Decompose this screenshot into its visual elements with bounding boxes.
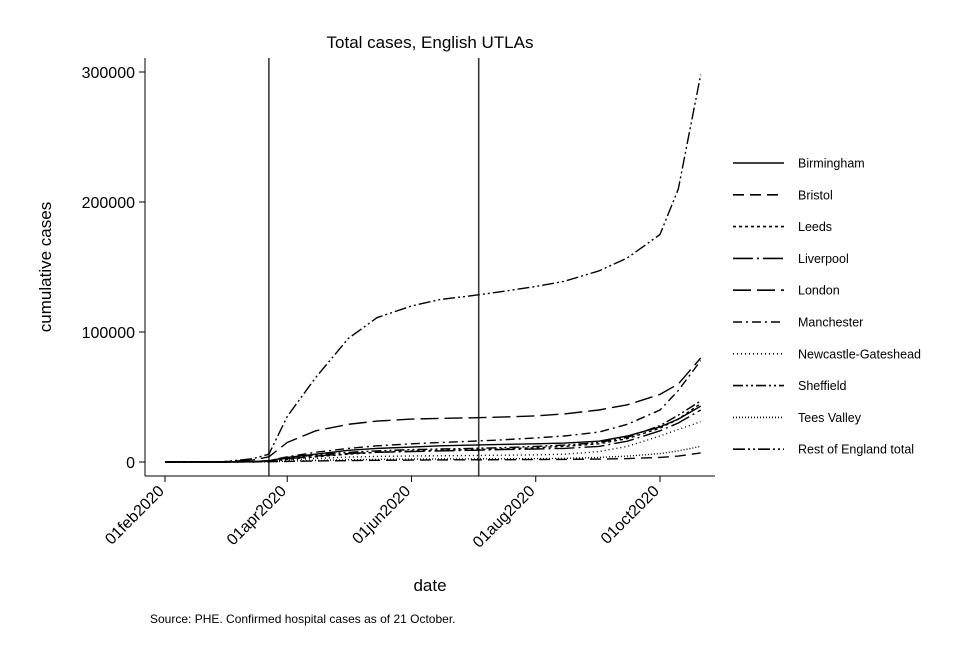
y-tick-label: 100000 <box>82 325 135 342</box>
y-tick-label: 200000 <box>82 195 135 212</box>
chart-title: Total cases, English UTLAs <box>327 33 534 52</box>
x-tick-label: 01jun2020 <box>349 483 414 548</box>
y-tick-label: 300000 <box>82 65 135 82</box>
x-tick-label: 01feb2020 <box>102 483 168 549</box>
series-line <box>165 409 702 463</box>
legend-label: Manchester <box>798 316 863 330</box>
x-tick-label: 01oct2020 <box>598 483 663 548</box>
reference-lines <box>268 58 480 476</box>
source-note: Source: PHE. Confirmed hospital cases as… <box>150 612 455 626</box>
legend-label: Liverpool <box>798 252 849 266</box>
x-tick-label: 01aug2020 <box>470 483 539 552</box>
x-tick-label: 01apr2020 <box>224 483 290 549</box>
legend-label: Tees Valley <box>798 411 862 425</box>
legend-label: Rest of England total <box>798 443 914 457</box>
series-lines <box>164 74 702 463</box>
series-line <box>164 357 702 463</box>
series-line <box>165 402 702 463</box>
x-ticks: 01feb2020 01apr2020 01jun2020 01aug2020 01oc… <box>102 476 663 551</box>
y-ticks: 0 100000 200000 300000 <box>82 65 145 472</box>
series-line <box>165 405 702 463</box>
x-axis-title: date <box>413 576 446 595</box>
legend-label: London <box>798 284 840 298</box>
legend-label: Bristol <box>798 188 833 202</box>
legend-label: Newcastle-Gateshead <box>798 347 921 361</box>
series-line <box>165 445 701 463</box>
series-line <box>164 74 702 463</box>
axes <box>144 58 715 477</box>
legend-label: Sheffield <box>798 379 846 393</box>
series-line <box>165 400 702 463</box>
legend-label: Leeds <box>798 220 832 234</box>
legend-label: Birmingham <box>798 157 865 171</box>
y-axis-title: cumulative cases <box>36 202 55 332</box>
y-tick-label: 0 <box>126 455 135 472</box>
legend: Birmingham Bristol Leeds Liverpool London Man… <box>733 157 921 457</box>
series-line <box>165 360 702 463</box>
